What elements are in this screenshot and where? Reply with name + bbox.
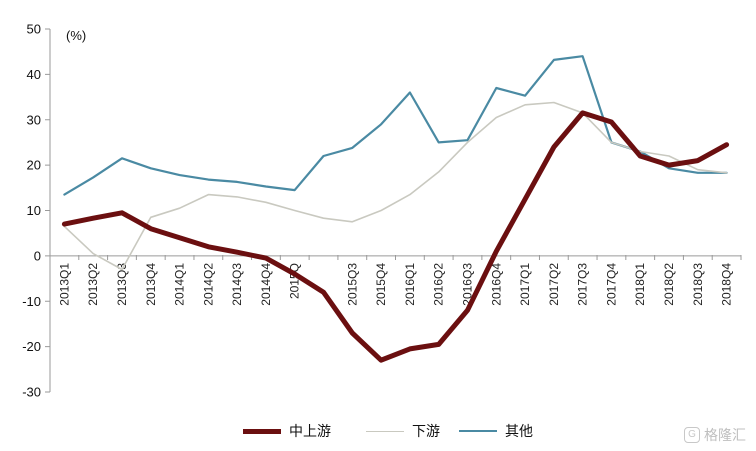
x-tick-label: 2014Q4 [259,263,273,306]
x-axis-ticks: 2013Q1 2013Q2 2013Q3 2013Q4 2014Q1 2014Q2 2014… [49,255,742,306]
x-tick-label: 2013Q1 [57,263,71,306]
x-tick-label: 2013Q3 [115,263,129,306]
x-tick-label: 2014Q1 [173,263,187,306]
x-tick-label: 2018Q1 [633,263,647,306]
x-tick-label: 2018Q3 [691,263,705,306]
series-line-2 [63,55,728,196]
y-tick-label: -30 [22,385,41,400]
x-tick-label: 2013Q2 [86,263,100,306]
watermark-logo-icon: G [684,427,700,443]
x-tick-label: 2018Q4 [720,263,734,306]
y-tick-label: 10 [27,203,41,218]
watermark: G 格隆汇 [684,425,746,445]
y-tick-label: -10 [22,294,41,309]
y-unit-label: (%) [66,28,86,43]
x-tick-label: 2016Q4 [489,263,503,306]
watermark-text: 格隆汇 [704,427,746,443]
chart-axes [49,29,741,392]
x-tick-label: 2018Q2 [662,263,676,306]
y-tick-label: 40 [27,67,41,82]
x-tick-label: 2014Q2 [201,263,215,306]
x-tick-label: 2015Q [288,263,302,299]
x-tick-label: 2013Q4 [144,263,158,306]
x-tick-label: 2016Q3 [460,263,474,306]
y-tick-label: 30 [27,112,41,127]
x-tick-label: 2017Q3 [576,263,590,306]
y-tick-label: 20 [27,158,41,173]
x-tick-label: 2017Q4 [604,263,618,306]
x-tick-label: 2016Q2 [432,263,446,306]
series-line-0 [61,110,730,363]
x-tick-label: 2017Q1 [518,263,532,306]
y-tick-label: -20 [22,339,41,354]
x-tick-label: 2015Q4 [374,263,388,306]
x-tick-label: 2014Q3 [230,263,244,306]
series-line-1 [63,101,728,271]
x-tick-label: 2017Q2 [547,263,561,306]
x-tick-label: 2016Q1 [403,263,417,306]
y-tick-label: 50 [27,22,41,37]
series-lines [61,55,730,363]
x-tick-label: 2015Q3 [345,263,359,306]
y-axis-ticks: -30 -20 -10 0 10 20 30 40 50 [22,22,50,400]
y-tick-label: 0 [34,248,41,263]
